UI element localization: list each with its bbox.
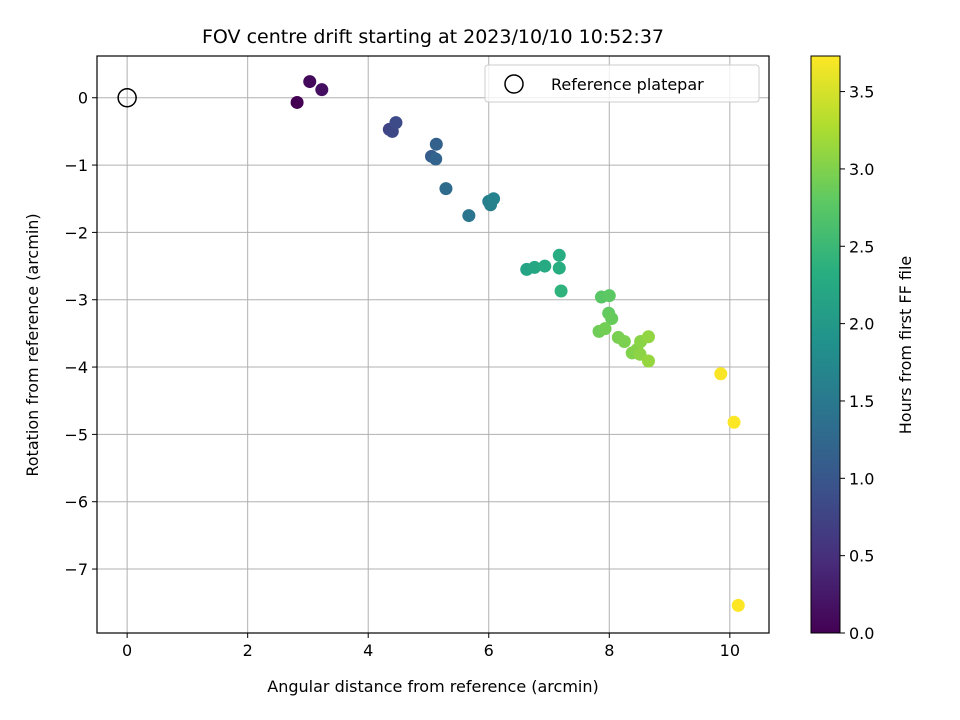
y-tick-label: −2 <box>64 223 88 242</box>
colorbar-tick-label: 1.0 <box>849 469 874 488</box>
colorbar-gradient <box>810 55 841 634</box>
data-point <box>554 284 568 298</box>
data-point <box>429 152 443 166</box>
data-point <box>290 95 304 109</box>
y-tick-label: −7 <box>64 560 88 579</box>
y-tick-label: −3 <box>64 291 88 310</box>
data-point <box>538 259 552 273</box>
data-point <box>487 192 501 206</box>
colorbar: 0.0 0.5 1.0 1.5 2.0 2.5 3.0 3.5 Hours from firs… <box>810 55 915 643</box>
data-point <box>727 415 741 429</box>
x-tick-label: 6 <box>484 641 494 660</box>
plot-frame <box>96 55 770 634</box>
legend-label: Reference platepar <box>551 75 704 94</box>
x-tick-label: 2 <box>243 641 253 660</box>
colorbar-tick-label: 1.5 <box>849 392 874 411</box>
colorbar-tick-label: 0.0 <box>849 624 874 643</box>
reference-marker <box>117 87 137 108</box>
y-tick-label: 0 <box>78 89 88 108</box>
data-point <box>552 248 566 262</box>
data-point <box>315 83 329 97</box>
data-point <box>389 116 403 130</box>
y-tick-label: −4 <box>64 358 88 377</box>
data-point <box>598 322 612 336</box>
legend-box <box>484 64 760 103</box>
x-tick-label: 0 <box>122 641 132 660</box>
colorbar-tick-label: 3.0 <box>849 160 874 179</box>
data-point <box>602 289 616 303</box>
chart-title: FOV centre drift starting at 2023/10/10 … <box>202 26 664 48</box>
data-point <box>617 334 631 348</box>
data-point <box>605 312 619 326</box>
data-point <box>714 367 728 381</box>
x-tick-label: 4 <box>363 641 373 660</box>
colorbar-tick-label: 2.5 <box>849 237 874 256</box>
x-tick-label: 8 <box>604 641 614 660</box>
y-tick-label: −6 <box>64 493 88 512</box>
data-point <box>641 330 655 344</box>
grid <box>97 56 769 633</box>
y-tick-label: −5 <box>64 425 88 444</box>
colorbar-ticks: 0.0 0.5 1.0 1.5 2.0 2.5 3.0 3.5 <box>840 83 874 643</box>
data-points <box>290 75 745 612</box>
x-axis-label: Angular distance from reference (arcmin) <box>267 677 598 696</box>
legend: Reference platepar <box>484 64 760 103</box>
colorbar-tick-label: 2.0 <box>849 315 874 334</box>
y-axis-label: Rotation from reference (arcmin) <box>23 213 42 476</box>
legend-marker <box>504 74 524 94</box>
data-point <box>528 260 542 274</box>
colorbar-label: Hours from first FF file <box>896 256 915 435</box>
y-axis-ticks: 0 −1 −2 −3 −4 −5 −6 −7 <box>64 89 97 579</box>
colorbar-tick-label: 3.5 <box>849 83 874 102</box>
data-point <box>303 75 317 89</box>
data-point <box>439 182 453 196</box>
data-point <box>462 209 476 223</box>
colorbar-tick-label: 0.5 <box>849 547 874 566</box>
x-tick-label: 10 <box>720 641 740 660</box>
data-point <box>731 598 745 612</box>
data-point <box>429 137 443 151</box>
data-point <box>641 354 655 368</box>
data-point <box>552 261 566 275</box>
y-tick-label: −1 <box>64 156 88 175</box>
x-axis-ticks: 0 2 4 6 8 10 <box>122 633 740 660</box>
